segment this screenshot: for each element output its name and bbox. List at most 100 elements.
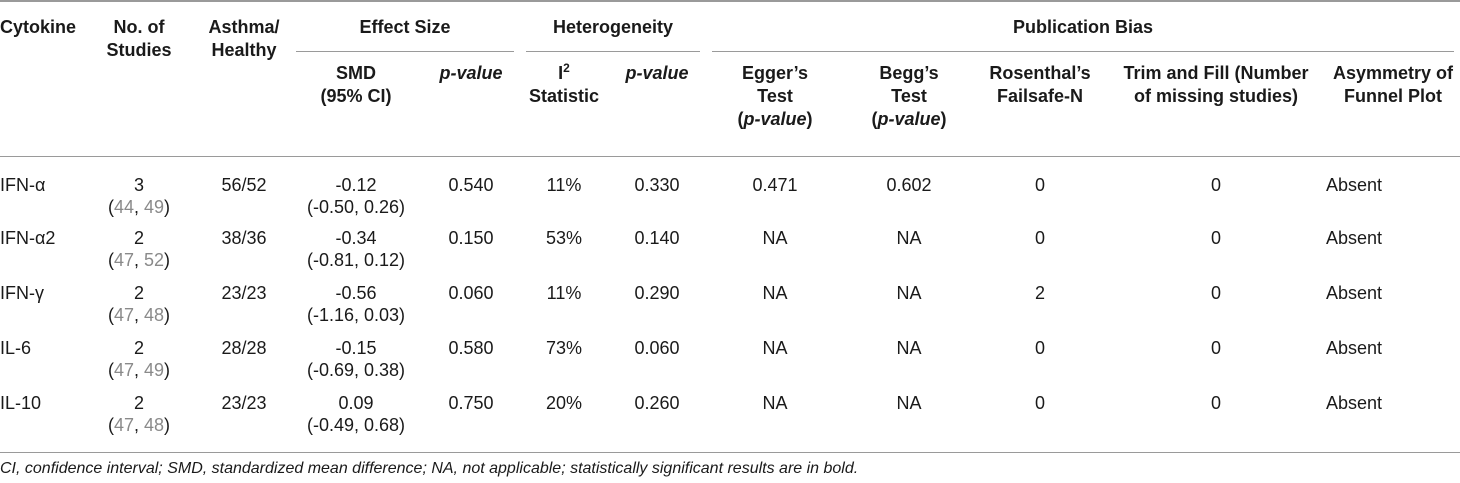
cell-begg: 0.602 <box>886 174 932 195</box>
smd-value: -0.34 <box>335 228 377 248</box>
header-cytokine-label: Cytokine <box>0 17 77 37</box>
cell-rosenthal: 0 <box>974 392 1107 453</box>
header-beggs-line2: Test <box>891 86 927 106</box>
cell-smd-p: 0.750 <box>422 392 520 453</box>
cell-trim-fill: 0 <box>1211 174 1222 195</box>
header-eggers-line1: Egger’s <box>742 63 809 83</box>
smd-ci: (-0.49, 0.68) <box>306 415 406 435</box>
cell-trim-fill: 0 <box>1211 338 1222 358</box>
cell-trim-fill: 0 <box>1211 283 1222 303</box>
header-rosenthal-line1: Rosenthal’s <box>989 63 1091 83</box>
cell-studies: 2 (47, 49) <box>107 338 171 380</box>
cell-cytokine: IFN-α <box>0 174 46 195</box>
cell-asthma-healthy: 38/36 <box>221 228 267 248</box>
cell-smd: 0.09 (-0.49, 0.68) <box>290 392 422 453</box>
header-eggers-line2: Test <box>757 86 793 106</box>
reference-link[interactable]: 48 <box>144 415 165 435</box>
header-het-p-value: p-value <box>608 52 707 157</box>
studies-count: 2 <box>133 228 144 248</box>
header-trim-line1: Trim and Fill (Number <box>1123 63 1309 83</box>
cell-het-p: 0.260 <box>608 392 707 453</box>
cell-egger: NA <box>762 338 788 358</box>
smd-value: -0.12 <box>335 174 377 195</box>
reference-link[interactable]: 47 <box>113 415 134 435</box>
header-heterogeneity-label: Heterogeneity <box>552 17 674 37</box>
cell-studies: 3 (44, 49) <box>107 174 171 217</box>
cell-studies: 2 (47, 48) <box>107 283 171 325</box>
smd-ci: (-0.50, 0.26) <box>306 196 406 217</box>
cell-egger: NA <box>762 283 788 303</box>
reference-link[interactable]: 48 <box>144 305 165 325</box>
reference-link[interactable]: 52 <box>144 250 165 270</box>
cell-cytokine: IL-10 <box>0 392 80 453</box>
smd-ci: (-0.81, 0.12) <box>306 250 406 270</box>
cell-asymmetry: Absent <box>1326 174 1383 195</box>
header-eggers-line3: p-value <box>743 109 807 129</box>
cell-rosenthal: 0 <box>1035 338 1046 358</box>
table-row: IL-6 2 (47, 49) 28/28 -0.15 (-0.69, 0.38… <box>0 337 1460 392</box>
header-beggs-test: Begg’s Test (p-value) <box>844 52 975 157</box>
header-eggers-test: Egger’s Test (p-value) <box>706 52 845 157</box>
cell-het-p: 0.290 <box>634 283 680 303</box>
cell-egger: 0.471 <box>752 174 798 195</box>
cell-smd-p: 0.580 <box>448 338 494 358</box>
cell-asymmetry: Absent <box>1326 392 1460 453</box>
header-no-of-studies: No. of Studies <box>80 1 198 157</box>
cell-cytokine: IFN-α2 <box>0 228 56 248</box>
cell-asthma-healthy: 28/28 <box>221 338 267 358</box>
cell-i2: 20% <box>520 392 608 453</box>
cell-studies: 2 (47, 52) <box>107 228 171 270</box>
reference-link[interactable]: 44 <box>113 196 134 217</box>
cytokine-meta-analysis-table: Cytokine No. of Studies Asthma/ Healthy … <box>0 1 1460 453</box>
cell-trim-fill: 0 <box>1106 392 1327 453</box>
studies-count: 2 <box>133 283 144 303</box>
header-i2-statistic: I2 Statistic <box>520 52 608 157</box>
header-trim-line2: of missing studies) <box>1134 86 1299 106</box>
cell-asymmetry: Absent <box>1326 283 1383 303</box>
reference-link[interactable]: 47 <box>113 250 134 270</box>
cell-studies: 2 (47, 48) <box>80 392 198 453</box>
cell-rosenthal: 2 <box>1035 283 1046 303</box>
studies-count: 3 <box>133 174 144 195</box>
header-asymmetry-line2: Funnel Plot <box>1344 86 1443 106</box>
reference-link[interactable]: 49 <box>144 196 165 217</box>
header-smd-p-value-label: p-value <box>439 63 503 83</box>
smd-value: -0.15 <box>335 338 377 358</box>
studies-count: 2 <box>133 393 144 413</box>
reference-link[interactable]: 49 <box>144 360 165 380</box>
cell-asthma-healthy: 23/23 <box>198 392 290 453</box>
cell-begg: NA <box>896 228 922 248</box>
header-publication-bias-label: Publication Bias <box>1013 17 1154 37</box>
header-smd-p-value: p-value <box>422 52 520 157</box>
cell-smd: -0.34 (-0.81, 0.12) <box>290 227 422 282</box>
cell-rosenthal: 0 <box>1035 174 1046 195</box>
header-cytokine: Cytokine <box>0 1 80 157</box>
header-beggs-line1: Begg’s <box>879 63 939 83</box>
header-trim-and-fill: Trim and Fill (Number of missing studies… <box>1106 52 1327 157</box>
cell-egger: NA <box>762 228 788 248</box>
cell-asthma-healthy: 23/23 <box>221 283 267 303</box>
cell-begg: NA <box>896 338 922 358</box>
table-row: IFN-γ 2 (47, 48) 23/23 -0.56 (-1.16, 0.0… <box>0 282 1460 337</box>
header-i2-line2: Statistic <box>528 86 600 106</box>
reference-link[interactable]: 47 <box>113 305 134 325</box>
header-effect-size: Effect Size <box>290 1 520 52</box>
results-table-container: Cytokine No. of Studies Asthma/ Healthy … <box>0 1 1460 453</box>
header-publication-bias: Publication Bias <box>706 1 1460 52</box>
cell-smd: -0.56 (-1.16, 0.03) <box>290 282 422 337</box>
smd-ci: (-0.69, 0.38) <box>306 360 406 380</box>
cell-cytokine: IL-6 <box>0 338 32 358</box>
cell-smd-p: 0.150 <box>448 228 494 248</box>
cell-het-p: 0.330 <box>634 174 680 195</box>
smd-value: -0.56 <box>335 283 377 303</box>
cell-smd-p: 0.060 <box>448 283 494 303</box>
cell-smd: -0.15 (-0.69, 0.38) <box>290 337 422 392</box>
cell-het-p: 0.060 <box>634 338 680 358</box>
header-row-top: Cytokine No. of Studies Asthma/ Healthy … <box>0 1 1460 157</box>
cell-egger: NA <box>706 392 845 453</box>
table-row: IL-10 2 (47, 48) 23/23 0.09 (-0.49, 0.68… <box>0 392 1460 453</box>
header-asthma-healthy: Asthma/ Healthy <box>198 1 290 157</box>
reference-link[interactable]: 47 <box>113 360 134 380</box>
header-asthma-healthy-line1: Asthma/ <box>208 17 280 37</box>
header-asymmetry: Asymmetry of Funnel Plot <box>1326 52 1460 157</box>
